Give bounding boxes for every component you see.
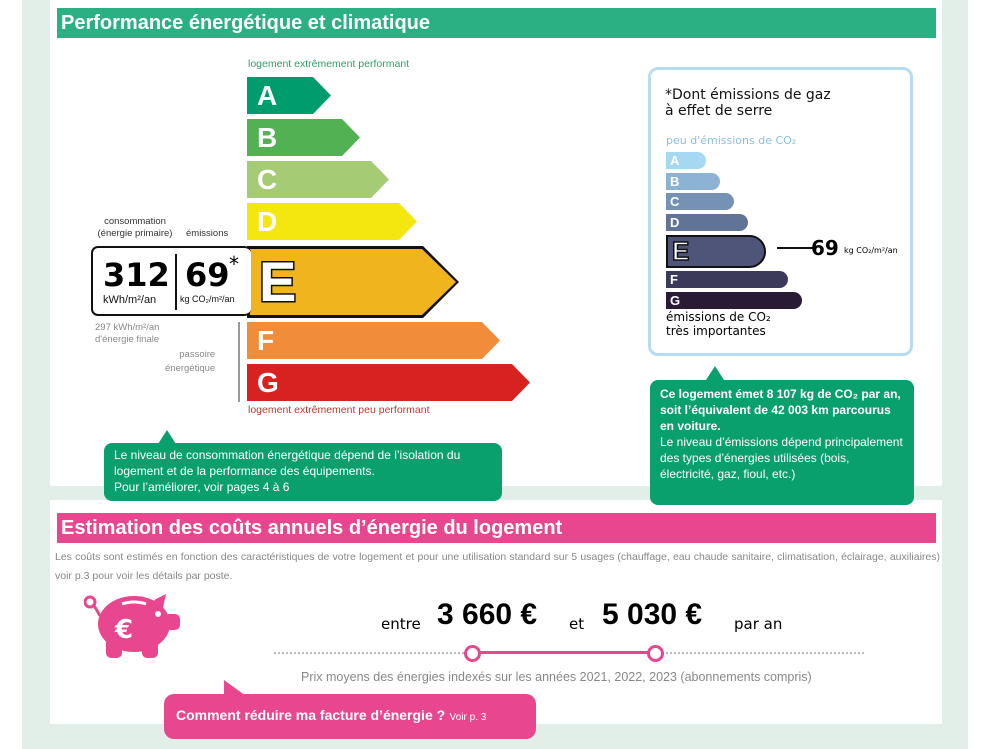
- passoire-line: [238, 322, 240, 402]
- emissions-value: 69: [185, 256, 230, 294]
- consumption-label: consommation (énergie primaire): [97, 216, 173, 239]
- range-min-marker: [464, 645, 481, 662]
- ges-class-e: E: [666, 235, 766, 268]
- tip-pointer: [158, 430, 176, 444]
- ges-top-label: peu d'émissions de CO₂: [666, 134, 797, 147]
- svg-text:€: €: [114, 615, 133, 645]
- between-label: entre: [381, 615, 421, 633]
- cost-max: 5 030 €: [602, 598, 703, 631]
- emissions-tip: Ce logement émet 8 107 kg de CO₂ par an,…: [650, 380, 914, 505]
- dpe-class-c: C: [247, 161, 389, 198]
- consumption-unit: kWh/m²/an: [103, 294, 157, 306]
- dpe-class-d: D: [247, 203, 417, 240]
- tip-bold-text: Ce logement émet 8 107 kg de CO₂ par an,…: [660, 387, 901, 433]
- ges-value: 69: [811, 236, 839, 260]
- dpe-class-fill: [250, 249, 456, 315]
- range-max-marker: [647, 645, 664, 662]
- consumption-tip: Le niveau de consommation énergétique dé…: [104, 443, 502, 501]
- emissions-label: émissions: [186, 228, 229, 239]
- tip-line: logement et de la performance des équipe…: [114, 464, 375, 478]
- ges-class-g: G: [666, 292, 802, 309]
- tip-pointer: [706, 366, 724, 380]
- per-year-label: par an: [734, 615, 783, 633]
- class-letter: E: [257, 250, 297, 313]
- class-letter: G: [257, 367, 279, 398]
- cta-pointer: [224, 680, 246, 696]
- ges-class-a: A: [666, 152, 706, 169]
- cta-text: Comment réduire ma facture d’énergie ?: [176, 707, 446, 723]
- dpe-class-g: G: [247, 364, 530, 401]
- dpe-class-b: B: [247, 119, 360, 156]
- dpe-bottom-label: logement extrêmement peu performant: [248, 404, 430, 416]
- prices-note: Prix moyens des énergies indexés sur les…: [301, 670, 812, 684]
- tip-line: Pour l’améliorer, voir pages 4 à 6: [114, 480, 290, 494]
- tip-line: Le niveau de consommation énergétique dé…: [114, 448, 461, 462]
- ges-title: *Dont émissions de gaz à effet de serre: [665, 87, 831, 119]
- final-energy: 297 kWh/m²/an d'énergie finale: [95, 322, 160, 345]
- dpe-top-label: logement extrêmement performant: [248, 58, 410, 70]
- ges-bottom-label: émissions de CO₂ très importantes: [666, 310, 771, 338]
- class-letter: F: [257, 325, 275, 356]
- cost-min: 3 660 €: [437, 598, 538, 631]
- ges-pointer-line: [777, 247, 813, 249]
- cost-range-fill: [472, 651, 656, 654]
- reduce-bill-link[interactable]: Comment réduire ma facture d’énergie ? V…: [164, 694, 536, 739]
- ges-class-b: B: [666, 173, 720, 190]
- tip-text: Le niveau d’émissions dépend principalem…: [660, 435, 903, 481]
- section-title-performance: Performance énergétique et climatique: [57, 8, 936, 38]
- ges-unit: kg CO₂/m²/an: [844, 246, 898, 255]
- class-letter: D: [257, 206, 278, 237]
- ges-class-d: D: [666, 214, 748, 231]
- piggy-bank-euro-icon: €: [83, 592, 184, 666]
- dpe-class-f: F: [247, 322, 500, 359]
- dpe-value-box: 312 kWh/m²/an 69 * kg CO₂/m²/an: [91, 246, 251, 316]
- emissions-unit: kg CO₂/m²/an: [180, 294, 235, 304]
- class-letter: A: [257, 80, 278, 111]
- dpe-class-a: A: [247, 77, 331, 114]
- ges-class-c: C: [666, 193, 734, 210]
- dpe-class-e: E: [247, 246, 459, 318]
- class-letter: C: [257, 164, 278, 195]
- and-label: et: [569, 615, 585, 633]
- passoire-label: passoire énergétique: [165, 349, 216, 374]
- divider: [175, 254, 177, 310]
- class-letter: B: [257, 122, 278, 153]
- consumption-value: 312: [103, 256, 170, 294]
- emissions-star: *: [229, 252, 239, 276]
- cta-ref: Voir p. 3: [449, 712, 487, 723]
- ges-card: *Dont émissions de gaz à effet de serre …: [648, 67, 913, 356]
- section-title-costs: Estimation des coûts annuels d’énergie d…: [57, 513, 936, 543]
- costs-description: Les coûts sont estimés en fonction des c…: [55, 551, 940, 582]
- ges-class-f: F: [666, 271, 788, 288]
